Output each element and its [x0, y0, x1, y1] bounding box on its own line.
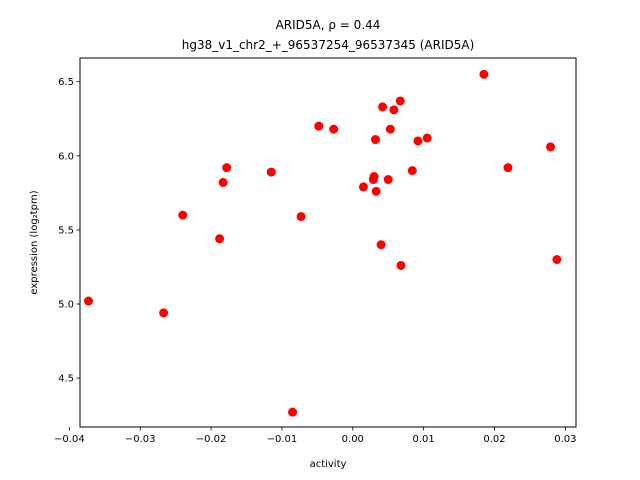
y-tick-label: 6.5 [58, 77, 74, 88]
y-tick-label: 6.0 [58, 151, 74, 162]
data-point [479, 69, 489, 79]
x-tick-label: 0.02 [483, 434, 505, 445]
x-tick-label: −0.02 [196, 434, 227, 445]
plot-area-frame [79, 57, 577, 428]
data-point [222, 163, 232, 173]
data-point [329, 124, 339, 134]
x-tick-label: 0.01 [413, 434, 435, 445]
data-point [84, 296, 93, 306]
x-tick-label: −0.04 [54, 434, 85, 445]
data-point [503, 163, 513, 173]
data-point [288, 407, 298, 417]
y-axis-label: expression (log₂tpm) [29, 190, 40, 294]
x-tick-label: −0.01 [267, 434, 298, 445]
data-point [215, 234, 225, 244]
data-point [545, 142, 555, 152]
data-point [371, 186, 381, 196]
chart-title-line2: hg38_v1_chr2_+_96537254_96537345 (ARID5A… [182, 38, 475, 52]
data-point [178, 210, 188, 220]
data-point [296, 212, 306, 222]
x-axis-label: activity [310, 459, 347, 470]
data-point [389, 105, 399, 115]
data-point [407, 166, 417, 176]
data-point [266, 167, 276, 177]
x-tick-label: 0.03 [554, 434, 576, 445]
data-point [358, 182, 368, 192]
data-point [370, 135, 380, 145]
chart-title-line1: ARID5A, ρ = 0.44 [276, 18, 381, 32]
data-points [84, 69, 562, 417]
data-point [159, 308, 169, 318]
data-point [396, 260, 406, 270]
data-point [422, 133, 432, 143]
data-point [218, 177, 228, 187]
data-point [413, 136, 423, 146]
data-point [395, 96, 405, 106]
x-axis-ticks: −0.04 −0.03 −0.02 −0.01 0.00 0.01 0.02 0.03 [54, 427, 577, 445]
data-point [385, 124, 395, 134]
y-tick-label: 4.5 [58, 374, 74, 385]
y-tick-label: 5.5 [58, 225, 74, 236]
data-point [552, 255, 562, 265]
x-tick-label: 0.00 [342, 434, 364, 445]
x-tick-label: −0.03 [125, 434, 156, 445]
y-axis-ticks: 4.5 5.0 5.5 6.0 6.5 [58, 77, 80, 385]
y-tick-label: 5.0 [58, 300, 74, 311]
data-point [378, 102, 388, 112]
data-point [314, 121, 324, 131]
data-point [369, 172, 379, 182]
data-point [376, 240, 386, 250]
data-point [383, 175, 393, 185]
